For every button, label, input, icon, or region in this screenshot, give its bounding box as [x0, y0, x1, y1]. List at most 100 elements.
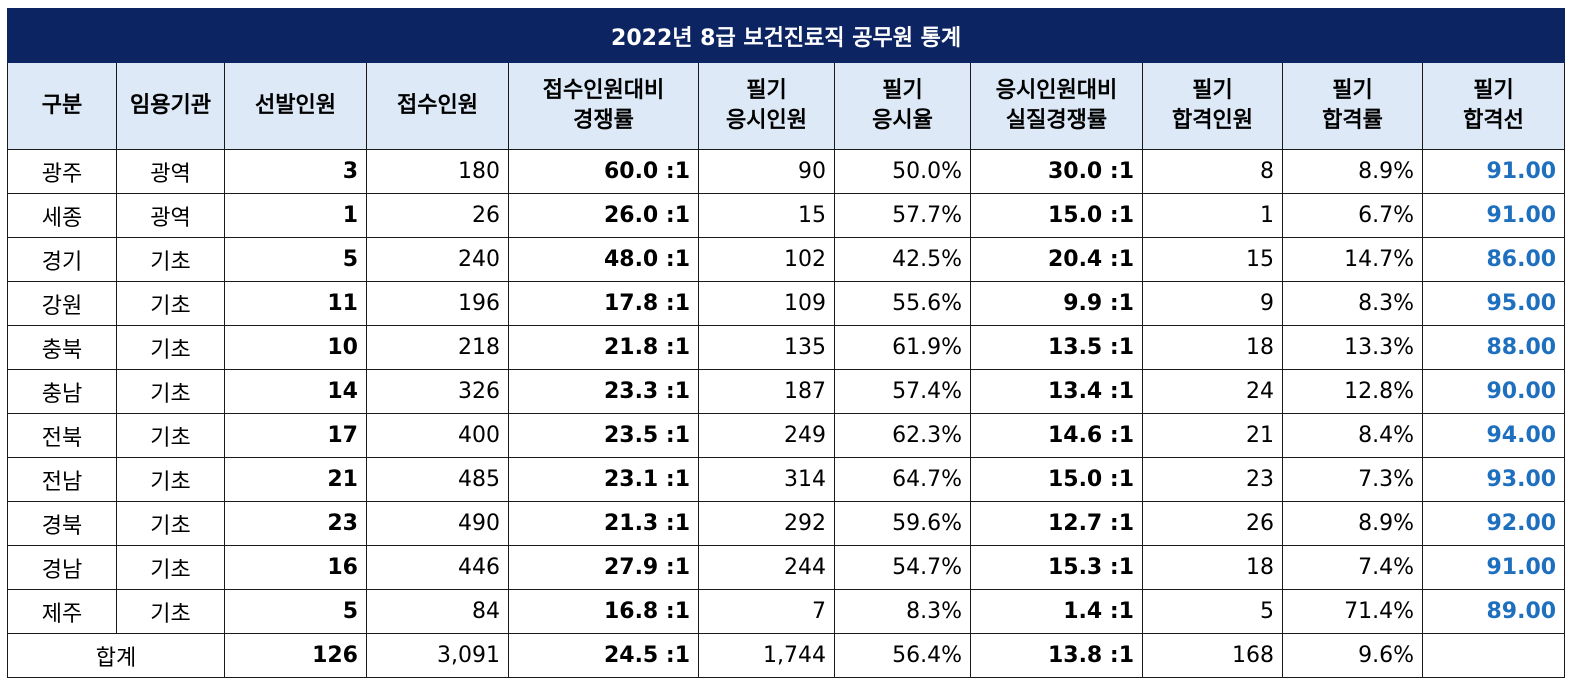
cell-exam-takers: 102 [698, 237, 835, 282]
total-real-ratio: 13.8 :1 [970, 633, 1143, 678]
header-applicants-line: 접수인원 [397, 93, 478, 119]
header-category-line: 구분 [41, 93, 83, 119]
header-cutoff-line: 필기 [1473, 78, 1514, 104]
table-row: 충남 기초 14 326 23.3 :1 187 57.4% 13.4 :1 24 12.8% 90… [7, 369, 1566, 414]
cell-passed: 24 [1142, 369, 1283, 414]
cell-real-ratio: 9.9 :1 [970, 281, 1143, 326]
cell-region: 강원 [7, 281, 117, 326]
cell-exam-rate: 50.0% [834, 149, 971, 194]
cell-pass-rate: 8.9% [1282, 501, 1423, 546]
cell-cutoff: 95.00 [1421, 281, 1566, 326]
cell-pass-rate: 6.7% [1282, 193, 1423, 238]
cell-exam-rate: 62.3% [834, 413, 971, 458]
cell-exam-rate: 59.6% [834, 501, 971, 546]
table-row: 광주 광역 3 180 60.0 :1 90 50.0% 30.0 :1 8 8.9% 91.00 [7, 149, 1566, 194]
header-real-ratio: 응시인원대비 실질경쟁률 [970, 62, 1143, 150]
cell-applicant-ratio: 60.0 :1 [508, 149, 699, 194]
table-row: 경북 기초 23 490 21.3 :1 292 59.6% 12.7 :1 26 8.9% 92.… [7, 501, 1566, 546]
total-exam-rate: 56.4% [834, 633, 971, 678]
cell-exam-rate: 8.3% [834, 589, 971, 634]
cell-region: 세종 [7, 193, 117, 238]
table-row: 제주 기초 5 84 16.8 :1 7 8.3% 1.4 :1 5 71.4% 89.00 [7, 589, 1566, 634]
cell-applicants: 240 [366, 237, 509, 282]
cell-applicant-ratio: 21.8 :1 [508, 325, 699, 370]
cell-cutoff: 91.00 [1421, 545, 1566, 590]
total-exam-takers: 1,744 [698, 633, 835, 678]
cell-region: 전남 [7, 457, 117, 502]
cell-region: 경남 [7, 545, 117, 590]
cell-exam-takers: 187 [698, 369, 835, 414]
table-row: 전북 기초 17 400 23.5 :1 249 62.3% 14.6 :1 21 8.4% 94.… [7, 413, 1566, 458]
cell-agency: 기초 [116, 281, 225, 326]
cell-pass-rate: 7.3% [1282, 457, 1423, 502]
cell-selected: 17 [224, 413, 367, 458]
cell-passed: 15 [1142, 237, 1283, 282]
cell-selected: 1 [224, 193, 367, 238]
header-exam-rate-line: 응시율 [872, 108, 933, 133]
cell-cutoff: 91.00 [1421, 193, 1566, 238]
cell-real-ratio: 13.5 :1 [970, 325, 1143, 370]
table-body: 광주 광역 3 180 60.0 :1 90 50.0% 30.0 :1 8 8.9% 91.00 세… [7, 149, 1566, 678]
cell-applicant-ratio: 23.5 :1 [508, 413, 699, 458]
cell-real-ratio: 1.4 :1 [970, 589, 1143, 634]
cell-agency: 광역 [116, 193, 225, 238]
cell-real-ratio: 30.0 :1 [970, 149, 1143, 194]
cell-selected: 10 [224, 325, 367, 370]
cell-exam-rate: 64.7% [834, 457, 971, 502]
cell-region: 제주 [7, 589, 117, 634]
cell-pass-rate: 8.9% [1282, 149, 1423, 194]
cell-agency: 기초 [116, 501, 225, 546]
cell-selected: 23 [224, 501, 367, 546]
cell-exam-rate: 57.7% [834, 193, 971, 238]
header-row: 구분 임용기관 선발인원 접수인원 접수인원대비 경쟁률 필기 응시인원 필기 응시율 응시인원대비… [7, 62, 1566, 150]
header-pass-rate: 필기 합격률 [1282, 62, 1423, 150]
cell-applicant-ratio: 16.8 :1 [508, 589, 699, 634]
cell-selected: 16 [224, 545, 367, 590]
cell-pass-rate: 12.8% [1282, 369, 1423, 414]
cell-cutoff: 92.00 [1421, 501, 1566, 546]
cell-selected: 21 [224, 457, 367, 502]
header-exam-takers-line: 응시인원 [726, 108, 807, 133]
cell-cutoff: 93.00 [1421, 457, 1566, 502]
cell-passed: 5 [1142, 589, 1283, 634]
cell-exam-rate: 42.5% [834, 237, 971, 282]
cell-cutoff: 86.00 [1421, 237, 1566, 282]
header-pass-rate-line: 합격률 [1322, 108, 1383, 133]
cell-region: 충남 [7, 369, 117, 414]
header-exam-rate-line: 필기 [882, 78, 923, 104]
cell-exam-takers: 90 [698, 149, 835, 194]
cell-exam-takers: 292 [698, 501, 835, 546]
header-selected-line: 선발인원 [255, 93, 336, 119]
total-applicants: 3,091 [366, 633, 509, 678]
cell-pass-rate: 8.3% [1282, 281, 1423, 326]
cell-region: 광주 [7, 149, 117, 194]
table-row: 전남 기초 21 485 23.1 :1 314 64.7% 15.0 :1 23 7.3% 93.… [7, 457, 1566, 502]
cell-passed: 1 [1142, 193, 1283, 238]
cell-applicant-ratio: 17.8 :1 [508, 281, 699, 326]
table-row: 강원 기초 11 196 17.8 :1 109 55.6% 9.9 :1 9 8.3% 95.00 [7, 281, 1566, 326]
total-cutoff [1421, 633, 1566, 678]
cell-pass-rate: 71.4% [1282, 589, 1423, 634]
header-applicants: 접수인원 [366, 62, 509, 150]
cell-real-ratio: 13.4 :1 [970, 369, 1143, 414]
header-applicant-ratio-line: 접수인원대비 [542, 78, 665, 104]
stats-table: 2022년 8급 보건진료직 공무원 통계 구분 임용기관 선발인원 접수인원 접수인원… [6, 8, 1566, 678]
cell-pass-rate: 8.4% [1282, 413, 1423, 458]
table-title: 2022년 8급 보건진료직 공무원 통계 [6, 8, 1566, 63]
header-passed-line: 합격인원 [1172, 108, 1253, 133]
cell-agency: 기초 [116, 413, 225, 458]
cell-passed: 18 [1142, 325, 1283, 370]
cell-region: 충북 [7, 325, 117, 370]
cell-passed: 23 [1142, 457, 1283, 502]
cell-applicant-ratio: 23.1 :1 [508, 457, 699, 502]
cell-selected: 3 [224, 149, 367, 194]
cell-passed: 8 [1142, 149, 1283, 194]
cell-applicants: 180 [366, 149, 509, 194]
cell-exam-takers: 135 [698, 325, 835, 370]
cell-applicants: 84 [366, 589, 509, 634]
cell-selected: 5 [224, 589, 367, 634]
header-cutoff: 필기 합격선 [1421, 62, 1566, 150]
cell-passed: 21 [1142, 413, 1283, 458]
cell-passed: 26 [1142, 501, 1283, 546]
total-row: 합계 126 3,091 24.5 :1 1,744 56.4% 13.8 :1 168 9.6… [7, 633, 1566, 678]
